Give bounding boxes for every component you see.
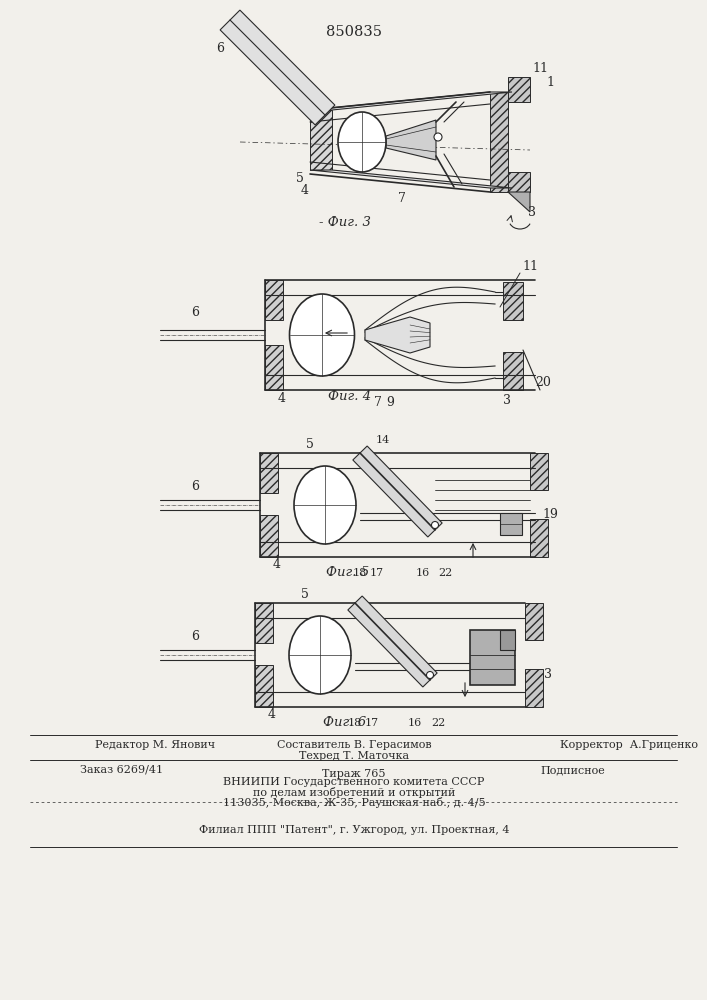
Bar <box>530 453 548 490</box>
Bar <box>260 453 278 493</box>
Text: Составитель В. Герасимов: Составитель В. Герасимов <box>276 740 431 750</box>
Circle shape <box>426 672 433 678</box>
Text: 22: 22 <box>431 718 445 728</box>
Bar <box>500 513 522 535</box>
Text: по делам изобретений и открытий: по делам изобретений и открытий <box>253 786 455 798</box>
Ellipse shape <box>289 294 354 376</box>
Bar <box>503 282 523 320</box>
Bar <box>310 110 332 170</box>
Text: 22: 22 <box>438 568 452 578</box>
Bar <box>265 345 283 390</box>
Text: 11: 11 <box>522 260 538 273</box>
Ellipse shape <box>294 466 356 544</box>
Bar <box>525 603 543 640</box>
Text: 7: 7 <box>398 192 406 205</box>
Bar <box>260 515 278 557</box>
Text: Фиг. 6: Фиг. 6 <box>323 716 366 728</box>
Text: - Фиг. 3: - Фиг. 3 <box>319 216 371 229</box>
Text: Заказ 6269/41: Заказ 6269/41 <box>80 765 163 775</box>
Text: 5: 5 <box>306 438 314 452</box>
Bar <box>255 603 273 643</box>
Text: 14: 14 <box>376 435 390 445</box>
Text: 1: 1 <box>546 76 554 89</box>
Text: 5: 5 <box>296 172 304 184</box>
Polygon shape <box>348 596 437 687</box>
Text: 5: 5 <box>301 588 309 601</box>
Polygon shape <box>353 446 442 537</box>
Text: 18: 18 <box>348 718 362 728</box>
Text: 3: 3 <box>528 206 536 219</box>
Text: 11: 11 <box>532 62 548 75</box>
Text: Корректор  А.Гриценко: Корректор А.Гриценко <box>560 740 698 750</box>
Text: 6: 6 <box>191 481 199 493</box>
Text: 18: 18 <box>353 568 367 578</box>
Text: Техред Т. Маточка: Техред Т. Маточка <box>299 751 409 761</box>
Bar <box>503 352 523 390</box>
Text: 20: 20 <box>535 376 551 389</box>
Polygon shape <box>310 170 512 188</box>
Text: 16: 16 <box>416 568 430 578</box>
Bar <box>490 92 508 192</box>
Polygon shape <box>386 120 436 160</box>
Text: 4: 4 <box>301 184 309 196</box>
Text: 3: 3 <box>544 668 552 682</box>
Bar <box>255 665 273 707</box>
Text: ВНИИПИ Государственного комитета СССР: ВНИИПИ Государственного комитета СССР <box>223 777 485 787</box>
Bar <box>508 77 530 102</box>
Text: 17: 17 <box>365 718 379 728</box>
Circle shape <box>431 522 438 528</box>
Polygon shape <box>220 10 335 125</box>
Text: 7: 7 <box>374 396 382 410</box>
Ellipse shape <box>289 616 351 694</box>
Text: 19: 19 <box>542 508 558 522</box>
Bar <box>470 630 515 685</box>
Text: 4: 4 <box>278 391 286 404</box>
Bar <box>508 172 530 192</box>
Ellipse shape <box>338 112 386 172</box>
Bar <box>525 669 543 707</box>
Polygon shape <box>508 192 530 212</box>
Text: 850835: 850835 <box>326 25 382 39</box>
Text: Редактор М. Янович: Редактор М. Янович <box>95 740 215 750</box>
Bar <box>500 630 515 650</box>
Text: 16: 16 <box>408 718 422 728</box>
Text: 9: 9 <box>386 396 394 410</box>
Text: Тираж 765: Тираж 765 <box>322 769 386 779</box>
Text: 6: 6 <box>191 306 199 320</box>
Circle shape <box>434 133 442 141</box>
Bar <box>530 519 548 557</box>
Text: Фиг. 4: Фиг. 4 <box>329 390 372 403</box>
Text: Филиал ППП "Патент", г. Ужгород, ул. Проектная, 4: Филиал ППП "Патент", г. Ужгород, ул. Про… <box>199 825 509 835</box>
Polygon shape <box>310 92 512 110</box>
Text: 3: 3 <box>503 393 511 406</box>
Polygon shape <box>365 317 430 353</box>
Text: 6: 6 <box>191 631 199 644</box>
Text: Подписное: Подписное <box>540 765 604 775</box>
Text: 17: 17 <box>370 568 384 578</box>
Text: 113035, Москва, Ж-35, Раушская наб., д. 4/5: 113035, Москва, Ж-35, Раушская наб., д. … <box>223 796 485 808</box>
Text: 6: 6 <box>216 41 224 54</box>
Bar <box>265 280 283 320</box>
Text: Фиг. 5: Фиг. 5 <box>327 566 370 578</box>
Text: 4: 4 <box>273 558 281 572</box>
Text: 4: 4 <box>268 708 276 722</box>
